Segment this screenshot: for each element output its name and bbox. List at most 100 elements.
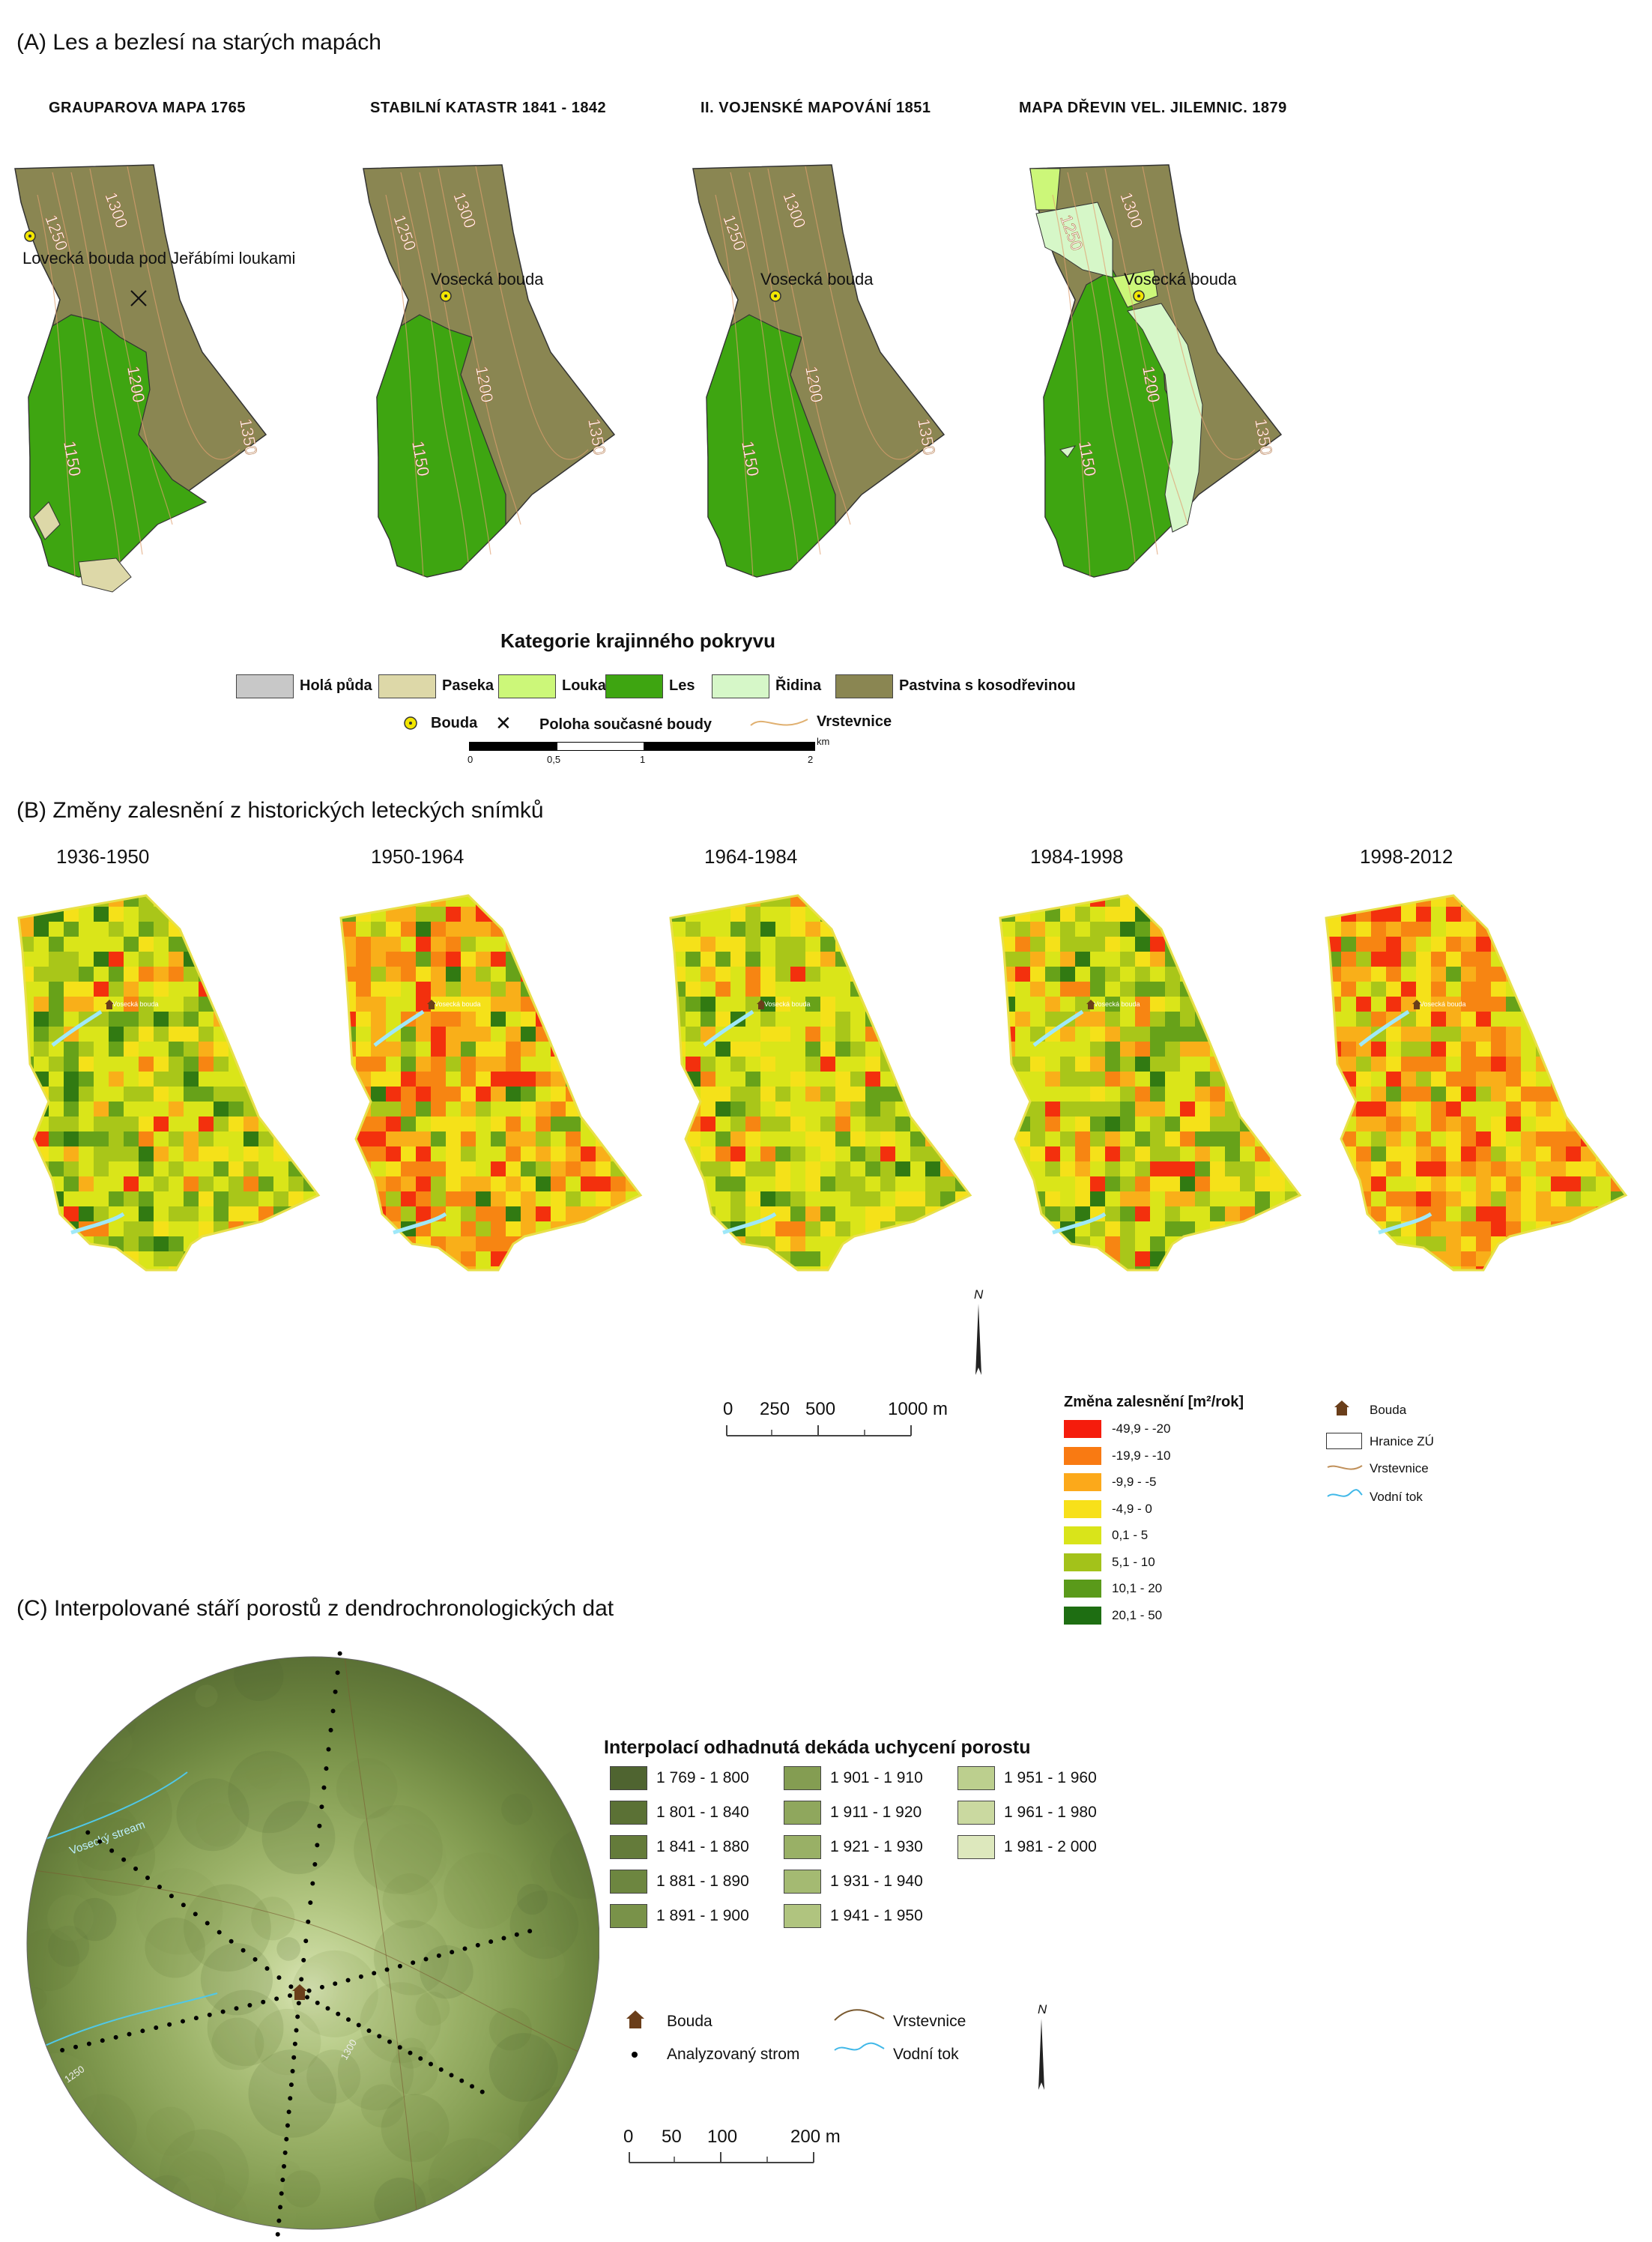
analyzed-tree (240, 1948, 246, 1953)
stream-line (393, 1212, 447, 1235)
analyzed-tree (275, 2232, 280, 2237)
forest-change-map-2: Vosecká bouda (669, 894, 972, 1272)
section-c-title: (C) Interpolované stáří porostů z dendro… (16, 1596, 614, 1621)
contour-line (89, 168, 173, 525)
contour-line-icon-b (1326, 1461, 1364, 1480)
analyzed-tree (252, 1957, 258, 1962)
change-class-swatch (1064, 1473, 1101, 1491)
meadow-polygon (1112, 269, 1158, 308)
analyzed-tree (276, 2218, 282, 2223)
hut-house-marker (1086, 1000, 1095, 1009)
analyzed-tree (335, 1670, 340, 1676)
legend-b-stream-label: Vodní tok (1370, 1490, 1423, 1504)
analyzed-tree (315, 2000, 320, 2005)
analyzed-tree (296, 2001, 301, 2006)
contour-line (1142, 166, 1256, 460)
analyzed-tree (479, 2089, 485, 2094)
scalebar-a-tick-05: 0,5 (547, 754, 561, 765)
change-class-label: -4,9 - 0 (1112, 1501, 1152, 1516)
north-arrow-icon (971, 1304, 986, 1383)
scalebar-b-tick-0: 0 (723, 1399, 733, 1419)
analyzed-tree (306, 1988, 312, 1993)
hut-label: Lovecká bouda pod Jeřábími loukami (22, 249, 295, 268)
contour-line (1104, 168, 1188, 525)
analyzed-tree (397, 1963, 402, 1968)
forest-change-maps-panel: Vosecká bouda Vosecká bouda Vosecká bouda V… (17, 894, 1628, 1272)
analyzed-tree (319, 1804, 324, 1810)
forest-polygon (28, 314, 208, 578)
contour-line (475, 166, 589, 460)
forest-polygon (376, 314, 506, 578)
contour-line (419, 172, 491, 555)
analyzed-tree (145, 1876, 150, 1880)
contour-line (27, 1865, 599, 2061)
analyzed-tree (397, 2045, 402, 2050)
analyzed-tree (527, 1929, 533, 1934)
forest-change-map-3: Vosecká bouda (999, 894, 1302, 1272)
age-class-swatch (610, 1766, 647, 1790)
change-class-swatch (1064, 1553, 1101, 1571)
hut-house-icon-c (626, 2010, 645, 2033)
contour-line-icon (749, 712, 809, 738)
analyzed-tree (459, 2078, 465, 2083)
hut-label: Vosecká bouda (112, 1000, 159, 1008)
analyzed-tree (377, 2034, 382, 2039)
analyzed-tree (167, 2022, 172, 2027)
boundary-swatch (1326, 1433, 1362, 1449)
analyzed-tree (205, 1921, 210, 1926)
change-class-label: 5,1 - 10 (1112, 1554, 1155, 1569)
change-class-swatch (1064, 1420, 1101, 1438)
map-title-1879: MAPA DŘEVIN VEL. JILEMNIC. 1879 (1019, 100, 1287, 116)
clearing-polygon (78, 558, 132, 593)
change-class-label: -9,9 - -5 (1112, 1475, 1157, 1489)
stream-line (51, 1009, 103, 1047)
contour-line (1052, 194, 1091, 578)
analyzed-tree (423, 1957, 429, 1962)
contour-line-icon-c (833, 2005, 886, 2031)
legend-swatch (236, 674, 294, 698)
stream-icon-c (833, 2040, 886, 2061)
age-class-label: 1 951 - 1 960 (1004, 1769, 1097, 1786)
period-1998-2012: 1998-2012 (1360, 845, 1453, 868)
age-class-label: 1 931 - 1 940 (830, 1873, 923, 1890)
forest-polygon (706, 314, 836, 578)
analyzed-tree (121, 1857, 127, 1862)
contour-line (1086, 172, 1158, 555)
hut-label: Vosecká bouda (431, 270, 544, 288)
analyzed-tree (303, 1939, 309, 1944)
legend-swatch (378, 674, 436, 698)
contour-line (127, 166, 240, 460)
age-class-swatch (957, 1801, 995, 1825)
analyzed-tree (366, 2028, 372, 2033)
analyzed-tree (229, 1939, 234, 1944)
stream-line (44, 1992, 218, 2046)
change-class-label: 0,1 - 5 (1112, 1528, 1149, 1542)
age-class-label: 1 921 - 1 930 (830, 1838, 923, 1855)
age-class-swatch (957, 1766, 995, 1790)
analyzed-tree (234, 2006, 239, 2011)
contour-line (748, 172, 821, 555)
age-class-swatch (784, 1801, 821, 1825)
age-class-label: 1 841 - 1 880 (656, 1838, 749, 1855)
map-title-1841: STABILNÍ KATASTR 1841 - 1842 (370, 100, 607, 116)
age-class-swatch (610, 1801, 647, 1825)
analyzed-tree (438, 2067, 444, 2072)
stream-line (70, 1212, 125, 1235)
stand-age-legend-title: Interpolací odhadnutá dekáda uchycení po… (604, 1737, 1031, 1758)
analyzed-tree (284, 2136, 289, 2142)
analyzed-tree (113, 2034, 118, 2040)
period-1950-1964: 1950-1964 (371, 845, 465, 868)
period-1964-1984: 1964-1984 (704, 845, 798, 868)
age-class-label: 1 801 - 1 840 (656, 1804, 749, 1821)
analyzed-tree (276, 1975, 282, 1980)
analyzed-tree (157, 1885, 162, 1890)
analyzed-tree (278, 2205, 283, 2210)
analyzed-tree (312, 1861, 318, 1867)
scalebar-a-tick-0: 0 (468, 754, 473, 765)
analyzed-tree (133, 1866, 139, 1871)
analyzed-tree (324, 1766, 329, 1771)
analyzed-tree (127, 2031, 132, 2037)
change-raster (19, 895, 318, 1270)
